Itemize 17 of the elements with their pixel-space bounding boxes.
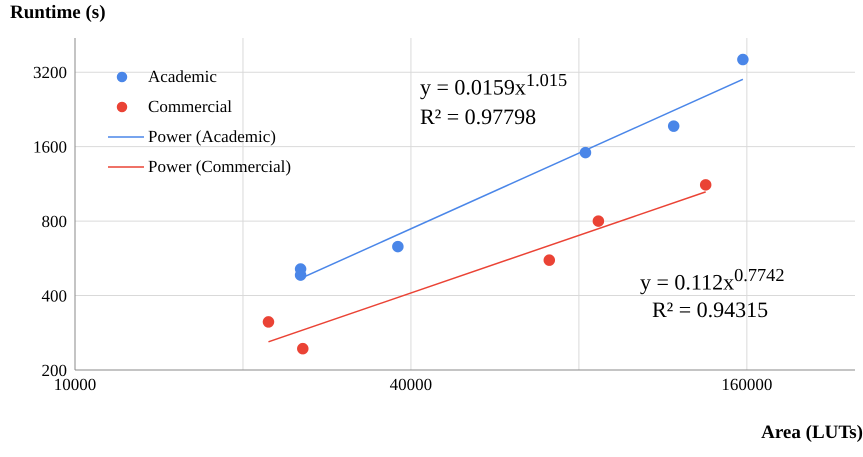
legend-label: Power (Commercial) — [148, 157, 292, 177]
y-axis-title: Runtime (s) — [10, 2, 106, 24]
x-tick-label: 160000 — [721, 375, 772, 394]
annotation: R² = 0.97798 — [420, 104, 536, 130]
annotation: y = 0.0159x$^{1.015}$ — [420, 70, 568, 100]
x-axis-title: Area (LUTs) — [761, 422, 863, 444]
y-tick-label: 800 — [42, 212, 67, 232]
legend-label: Academic — [148, 67, 217, 87]
legend-label: Commercial — [148, 97, 232, 117]
annotation: R² = 0.94315 — [652, 297, 768, 323]
annotation: y = 0.112x$^{0.7742}$ — [640, 265, 784, 296]
y-tick-label: 1600 — [33, 138, 67, 157]
legend-label: Power (Academic) — [148, 127, 276, 147]
x-tick-label: 40000 — [390, 375, 432, 394]
x-tick-label: 10000 — [54, 375, 96, 394]
y-tick-label: 400 — [42, 286, 67, 306]
y-tick-label: 3200 — [33, 63, 67, 82]
